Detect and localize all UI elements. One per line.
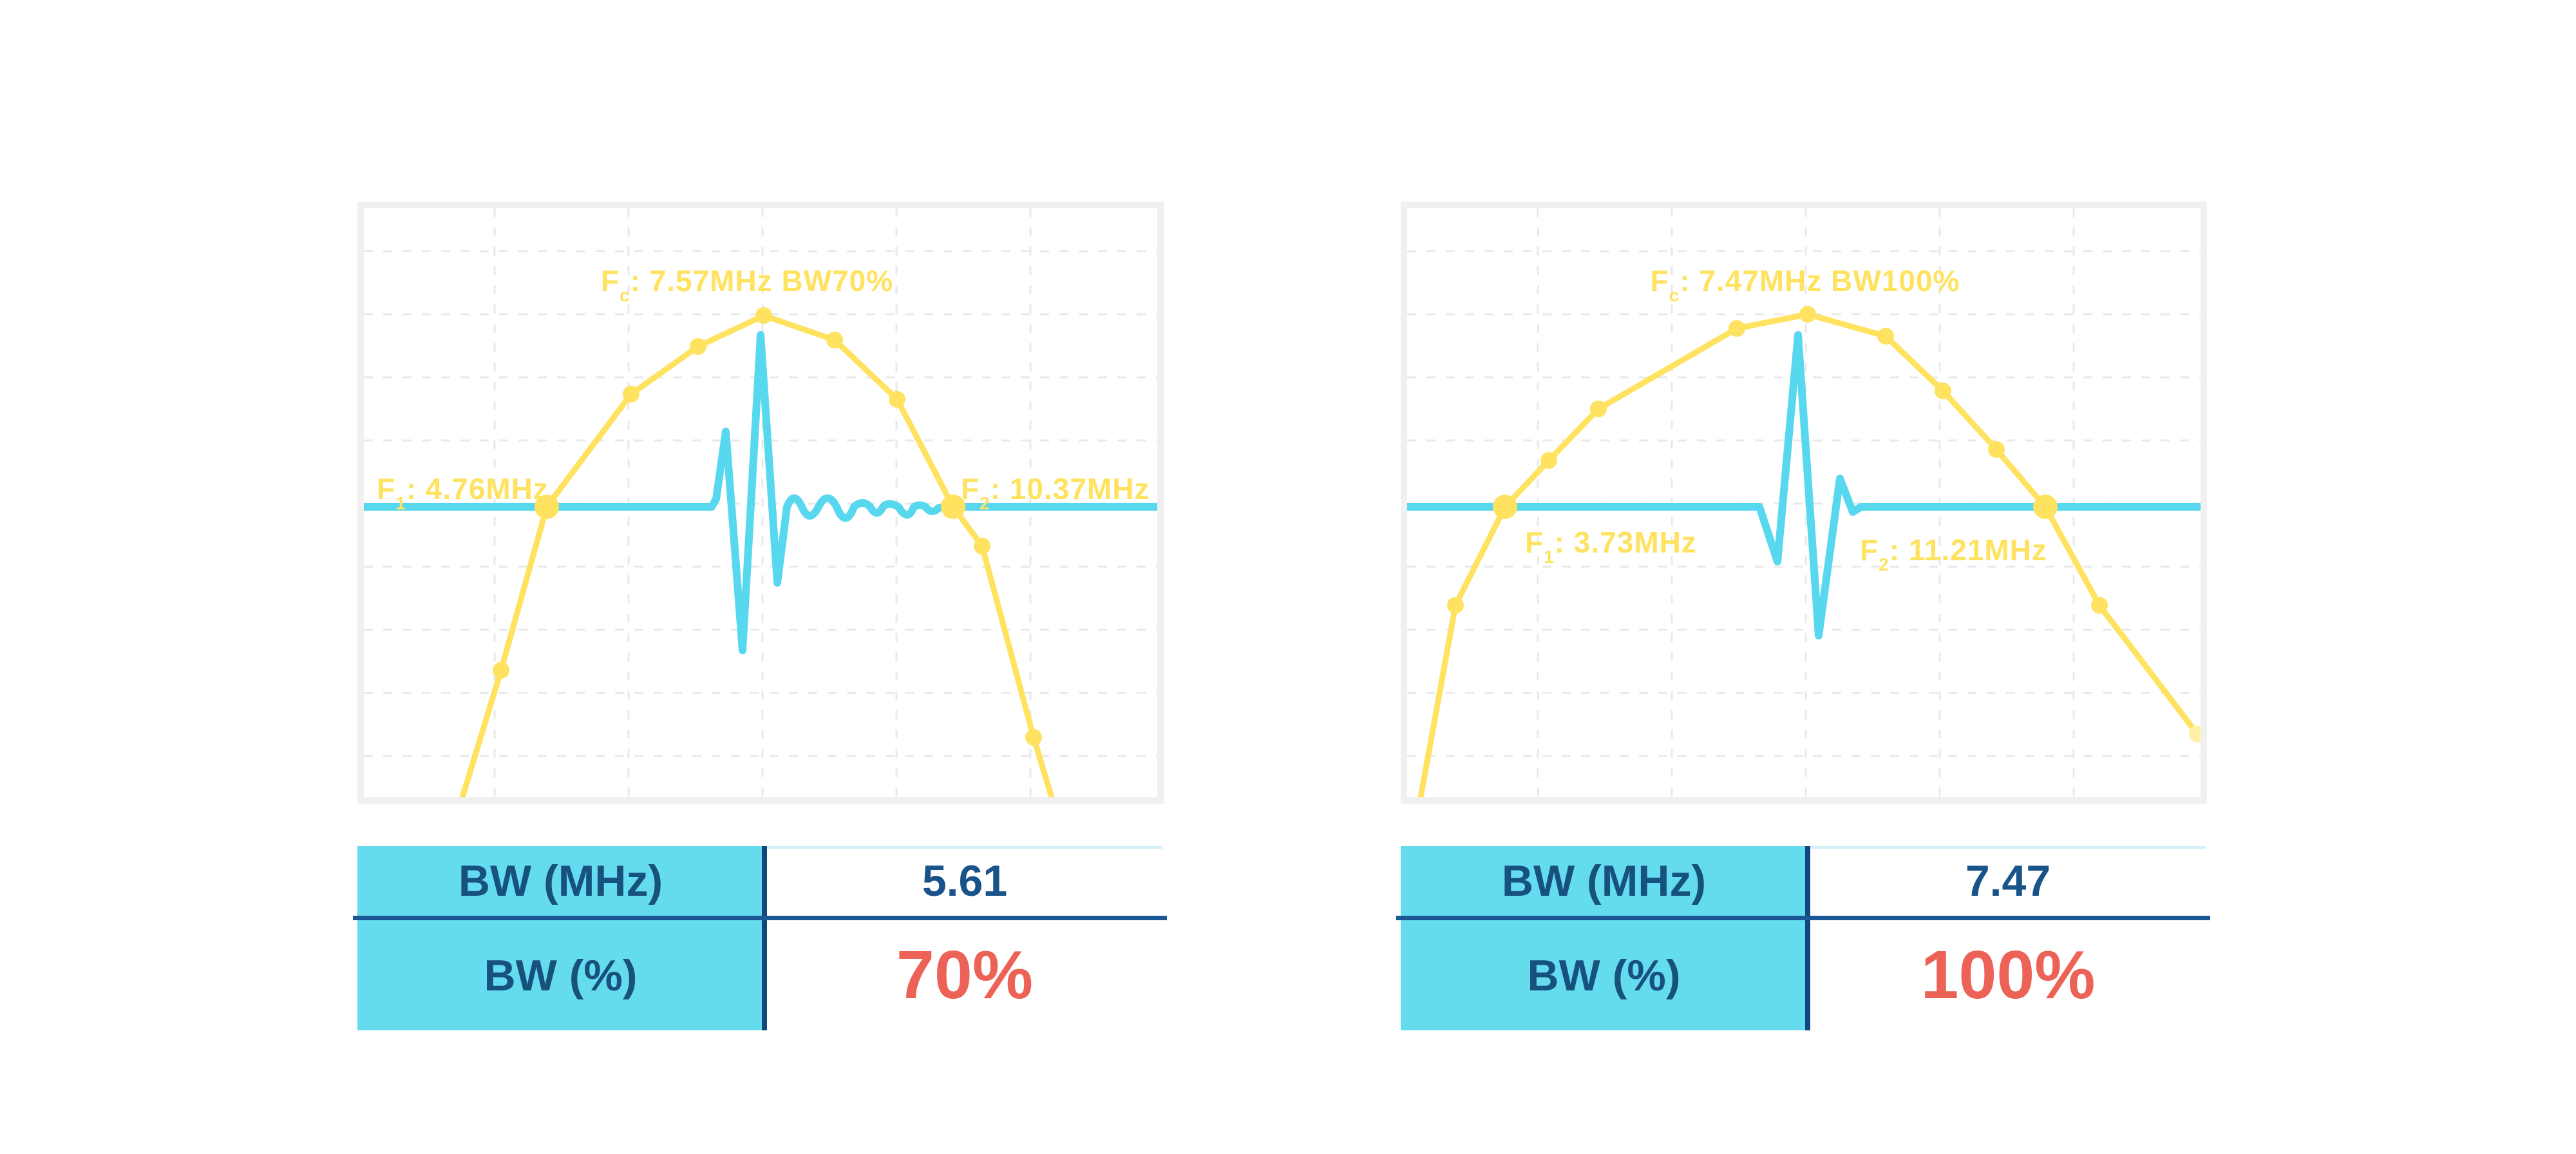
f1-band-edge-marker bbox=[535, 495, 559, 519]
data-point-marker bbox=[1540, 452, 1557, 469]
data-point-marker bbox=[1988, 441, 2005, 458]
bw-mhz-label: BW (MHz) bbox=[458, 856, 663, 905]
data-point-marker bbox=[1590, 401, 1607, 417]
data-point-marker bbox=[623, 386, 639, 402]
f2-band-edge-marker bbox=[941, 495, 965, 519]
table-top-rule bbox=[764, 846, 1162, 849]
table-row-divider bbox=[1396, 916, 2210, 920]
data-point-marker bbox=[755, 307, 772, 324]
table-column-divider bbox=[1805, 846, 1810, 1030]
data-point-marker bbox=[1447, 597, 1464, 614]
data-point-marker bbox=[493, 662, 509, 679]
data-point-marker-pale bbox=[2189, 726, 2201, 743]
data-point-marker bbox=[1935, 383, 1951, 399]
data-point-marker bbox=[1025, 729, 1042, 746]
table-header-column bbox=[357, 846, 764, 1030]
data-point-marker bbox=[889, 391, 905, 408]
bw-mhz-value: 7.47 bbox=[1965, 856, 2051, 905]
bw-percent-label: BW (%) bbox=[1527, 951, 1681, 1000]
table-row-divider bbox=[353, 916, 1167, 920]
bw-percent-value: 70% bbox=[896, 937, 1034, 1013]
table-column-divider bbox=[762, 846, 767, 1030]
f1-label: F1: 3.73MHz bbox=[1525, 525, 1697, 567]
bw-mhz-label: BW (MHz) bbox=[1501, 856, 1707, 905]
bw-table-100: BW (MHz) 7.47 BW (%) 100% bbox=[1396, 846, 2210, 1030]
f1-band-edge-marker bbox=[1493, 495, 1517, 519]
table-header-column bbox=[1401, 846, 1807, 1030]
spectrum-series bbox=[1417, 306, 2201, 797]
data-point-marker bbox=[1877, 328, 1894, 345]
echo-waveform-series bbox=[1407, 331, 2201, 639]
echo-waveform-series bbox=[364, 331, 1157, 654]
bw-mhz-value: 5.61 bbox=[922, 856, 1008, 905]
data-point-marker bbox=[826, 332, 843, 348]
bw-table-70: BW (MHz) 5.61 BW (%) 70% bbox=[353, 846, 1167, 1030]
bw-percent-label: BW (%) bbox=[484, 951, 638, 1000]
data-point-marker bbox=[974, 538, 990, 554]
data-point-marker bbox=[1728, 320, 1745, 337]
f2-label: F2: 10.37MHz bbox=[961, 472, 1150, 513]
fc-label: Fc: 7.47MHz BW100% bbox=[1651, 264, 1960, 305]
f1-label: F1: 4.76MHz bbox=[377, 472, 549, 513]
data-point-marker bbox=[2091, 597, 2108, 614]
fc-label: Fc: 7.57MHz BW70% bbox=[601, 264, 893, 305]
f2-band-edge-marker bbox=[2033, 495, 2058, 519]
bw-percent-value: 100% bbox=[1920, 937, 2096, 1013]
table-top-rule bbox=[1807, 846, 2206, 849]
data-point-marker bbox=[690, 338, 706, 355]
data-point-marker bbox=[1799, 306, 1816, 323]
spectrum-series bbox=[459, 307, 1055, 797]
spectrum-chart-bw70: Fc: 7.57MHz BW70% F1: 4.76MHz F2: 10.37M… bbox=[357, 202, 1164, 804]
spectrum-chart-bw100: Fc: 7.47MHz BW100% F1: 3.73MHz F2: 11.21… bbox=[1401, 202, 2207, 804]
f2-label: F2: 11.21MHz bbox=[1860, 533, 2047, 574]
